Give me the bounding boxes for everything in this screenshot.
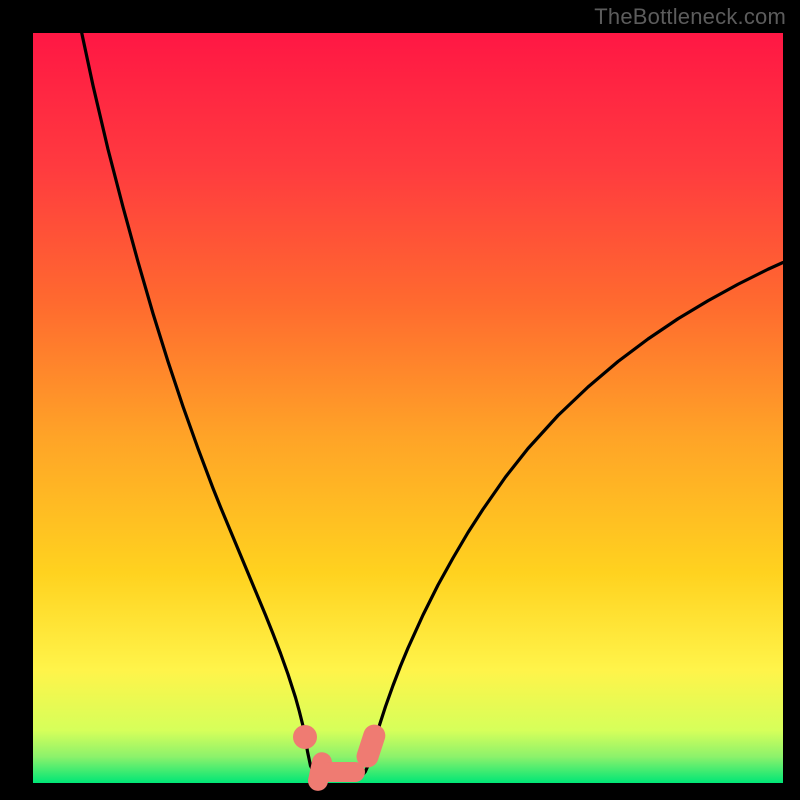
curve-marker [353,721,387,769]
curve-marker [293,725,317,749]
plot-area [33,33,783,783]
watermark-text: TheBottleneck.com [594,4,786,30]
curve-markers [33,33,783,783]
curve-marker [320,762,365,782]
